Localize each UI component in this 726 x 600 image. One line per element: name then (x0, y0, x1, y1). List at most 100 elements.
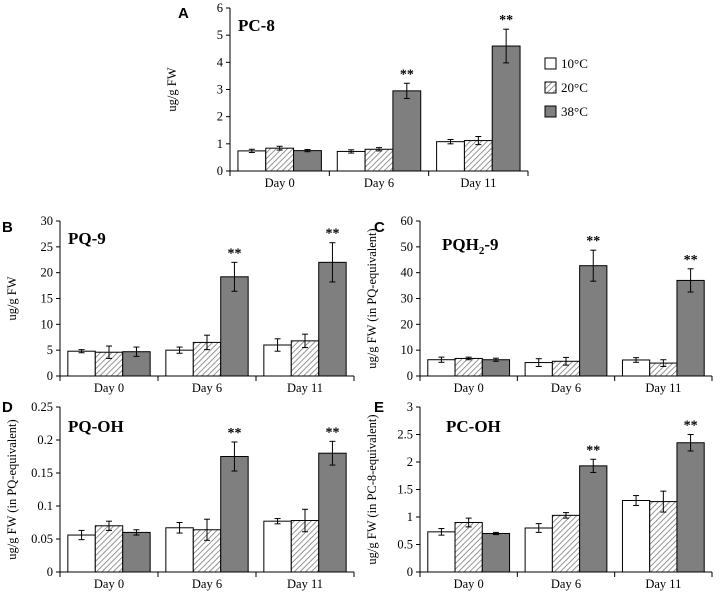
significance-marker: ** (586, 443, 600, 458)
significance-marker: ** (684, 253, 698, 268)
panel-letter: B (2, 219, 13, 236)
legend-swatch (544, 105, 557, 118)
y-tick-label: 0.1 (37, 499, 53, 513)
legend-swatch (544, 81, 557, 94)
y-axis-label: ug/g FW (in PC-8-equivalent) (365, 414, 379, 564)
bar (454, 522, 483, 573)
panel-b: B 0 5 10 15 20 25 30 ug/g FW Day 0 Day 6 ** Day 11 **… (2, 214, 355, 395)
bar (579, 265, 608, 377)
panel-letter: E (374, 399, 384, 416)
y-tick-label: 5 (217, 28, 223, 42)
y-tick-label: 60 (401, 214, 414, 228)
y-tick-label: 15 (41, 292, 54, 306)
y-tick-label: 30 (41, 214, 54, 228)
y-tick-label: 0.05 (31, 532, 53, 546)
x-tick-label: Day 6 (192, 381, 222, 395)
bar (122, 531, 151, 573)
panel-e: E 0 0.5 1 1.5 2 2.5 3 ug/g FW (in PC-8-equivalen… (365, 399, 713, 591)
x-tick-label: Day 0 (94, 381, 124, 395)
bar (165, 527, 194, 573)
significance-marker: ** (325, 227, 339, 242)
x-tick-label: Day 0 (265, 176, 295, 190)
bar (220, 276, 249, 377)
y-tick-label: 0.2 (37, 433, 53, 447)
x-tick-label: Day 11 (287, 381, 323, 395)
y-axis-label: ug/g FW (in PQ-equivalent) (5, 419, 19, 559)
y-tick-label: 25 (41, 240, 54, 254)
y-tick-label: 0.25 (31, 400, 53, 414)
legend-label: 10°C (561, 56, 588, 71)
bar (220, 456, 249, 573)
y-tick-label: 30 (401, 292, 414, 306)
y-tick-label: 50 (401, 240, 414, 254)
y-tick-label: 40 (401, 266, 414, 280)
y-tick-label: 0.5 (397, 538, 413, 552)
bar (263, 520, 292, 573)
y-tick-label: 10 (41, 317, 54, 331)
y-tick-label: 20 (401, 317, 414, 331)
bar (436, 141, 465, 172)
x-tick-label: Day 11 (287, 577, 323, 591)
significance-marker: ** (499, 13, 513, 28)
bar (364, 148, 394, 172)
bar (621, 500, 651, 573)
x-tick-label: Day 0 (94, 577, 124, 591)
x-tick-label: Day 0 (454, 381, 484, 395)
panel-c: C 0 10 20 30 40 50 60 ug/g FW (in PQ-equivalent)… (365, 214, 713, 395)
bar (265, 147, 295, 172)
bar (237, 150, 267, 172)
bar (551, 514, 581, 573)
y-tick-label: 4 (217, 55, 224, 69)
bar (676, 279, 705, 377)
bar (676, 442, 705, 573)
x-tick-label: Day 0 (454, 577, 484, 591)
y-tick-label: 3 (407, 400, 413, 414)
bar (94, 525, 124, 573)
bar (481, 533, 511, 573)
y-axis-label: ug/g FW (in PQ-equivalent) (365, 228, 379, 368)
significance-marker: ** (227, 426, 241, 441)
x-tick-label: Day 11 (645, 577, 681, 591)
bar (649, 501, 678, 573)
chart-title: PQ-OH (68, 417, 124, 436)
y-tick-label: 1 (217, 137, 223, 151)
y-tick-label: 2.5 (397, 428, 413, 442)
x-tick-label: Day 6 (192, 577, 222, 591)
bar (67, 350, 96, 377)
y-axis-label: ug/g FW (5, 276, 19, 320)
bar (293, 150, 322, 172)
bar (481, 359, 511, 377)
bar (392, 90, 422, 172)
bar (427, 531, 456, 573)
y-tick-label: 1.5 (397, 483, 413, 497)
y-axis-label: ug/g FW (165, 67, 179, 111)
y-tick-label: 0 (47, 369, 53, 383)
significance-marker: ** (227, 246, 241, 261)
panel-d: D 0 0.05 0.1 0.15 0.2 0.25 ug/g FW (in PQ-equiv… (2, 399, 355, 591)
y-tick-label: 20 (41, 266, 54, 280)
significance-marker: ** (400, 67, 414, 82)
bar (67, 534, 96, 573)
y-tick-label: 0 (47, 565, 53, 579)
y-tick-label: 10 (401, 343, 414, 357)
y-tick-label: 2 (217, 110, 223, 124)
bar (165, 349, 194, 377)
x-tick-label: Day 11 (645, 381, 681, 395)
x-tick-label: Day 11 (460, 176, 496, 190)
legend: 10°C 20°C 38°C (544, 56, 588, 119)
significance-marker: ** (586, 234, 600, 249)
chart-title: PC-OH (446, 417, 501, 436)
legend-swatch (544, 57, 557, 70)
y-tick-label: 1 (407, 510, 413, 524)
panel-a: A 0 1 2 3 4 5 6 ug/g FW Day 0 Day 6 ** Day 11 ** PC-8 (165, 1, 529, 190)
chart-title: PQH2-9 (442, 235, 499, 257)
bar (318, 452, 347, 573)
bar (491, 45, 521, 172)
bar (454, 357, 483, 377)
panel-letter: D (2, 399, 13, 416)
y-tick-label: 3 (217, 83, 223, 97)
bar (579, 465, 608, 573)
significance-marker: ** (325, 425, 339, 440)
